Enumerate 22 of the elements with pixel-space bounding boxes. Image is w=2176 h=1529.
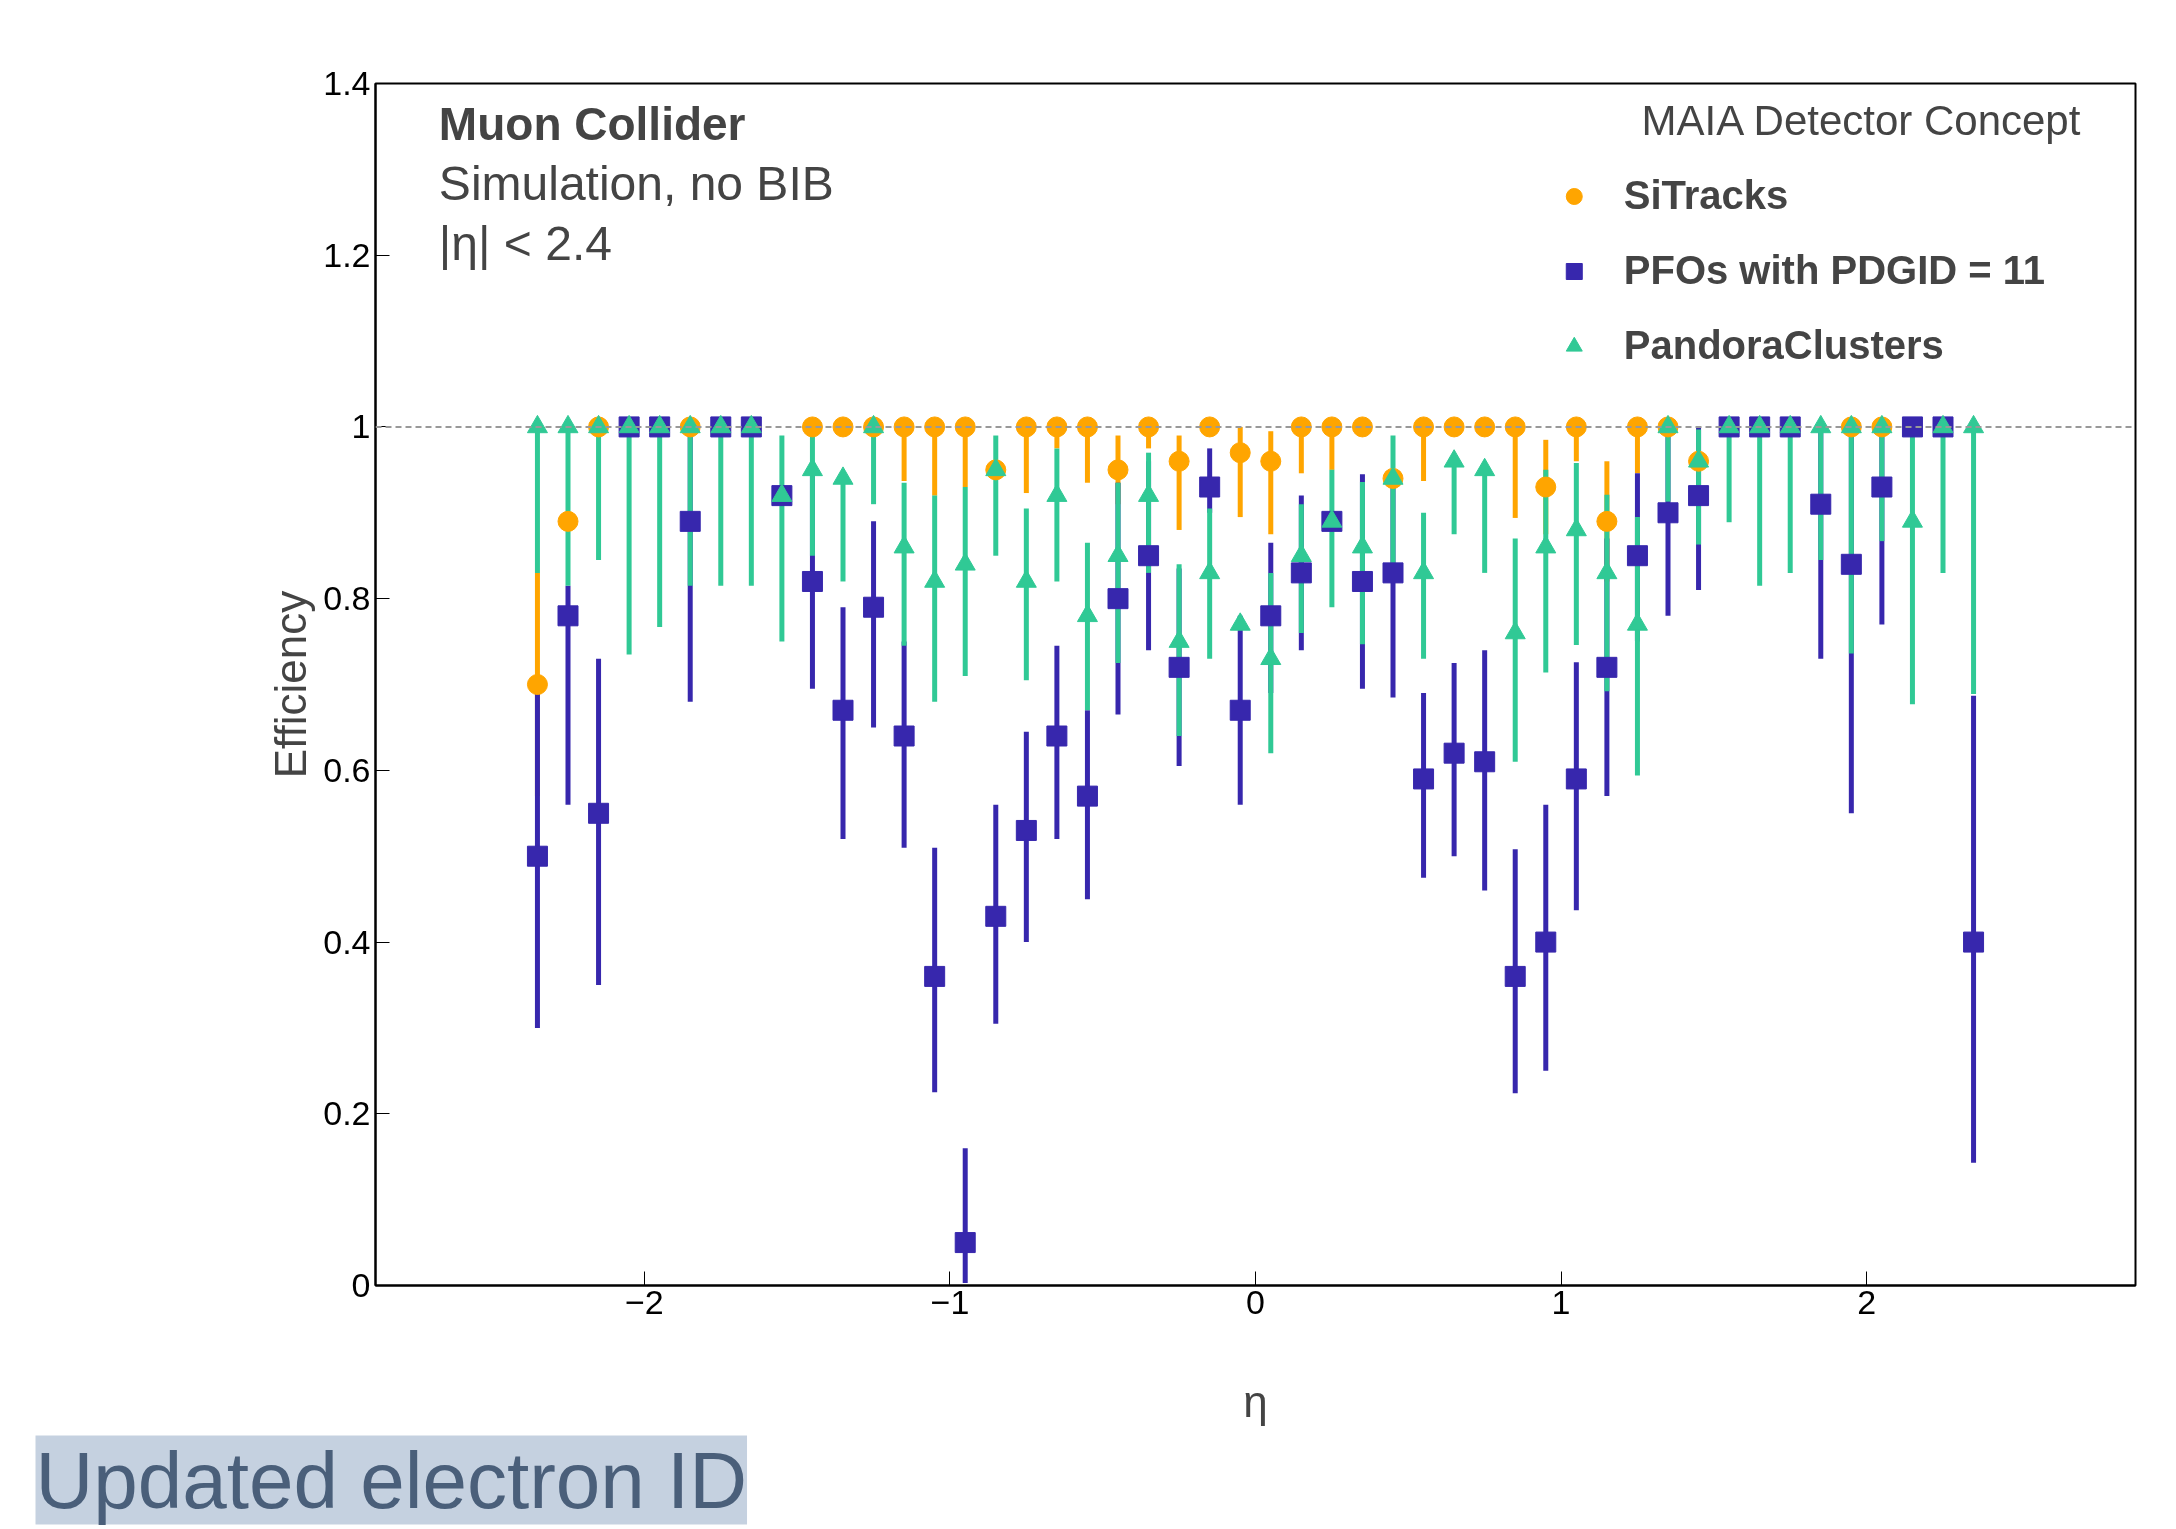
y-tick-label: 1.4 <box>323 64 371 102</box>
x-tick-label: −1 <box>930 1282 970 1321</box>
y-tick-label: 0.6 <box>323 750 371 789</box>
y-tick-label: 0.4 <box>323 922 371 961</box>
y-tick-label: 0.8 <box>323 579 371 618</box>
x-tick-label: 1 <box>1551 1282 1571 1321</box>
y-tick-label: 1.2 <box>323 235 371 274</box>
annotation: MAIA Detector Concept <box>1641 96 2081 144</box>
legend-label: SiTracks <box>1623 173 1789 218</box>
annotation: Simulation, no BIB <box>438 156 834 210</box>
annotation: |η| < 2.4 <box>438 216 612 270</box>
annotation: Muon Collider <box>438 97 746 150</box>
x-tick-label: 0 <box>1246 1282 1265 1321</box>
y-tick-label: 0.2 <box>323 1094 371 1133</box>
x-axis-title: η <box>1243 1376 1268 1426</box>
x-tick-label: −2 <box>625 1282 664 1321</box>
y-axis-title: Efficiency <box>266 590 316 779</box>
text: Updated electron ID <box>35 1435 748 1525</box>
y-tick-label: 1 <box>351 407 371 446</box>
legend-label: PandoraClusters <box>1623 323 1944 368</box>
x-tick-label: 2 <box>1857 1282 1877 1321</box>
legend-label: PFOs with PDGID = 11 <box>1623 248 2045 293</box>
